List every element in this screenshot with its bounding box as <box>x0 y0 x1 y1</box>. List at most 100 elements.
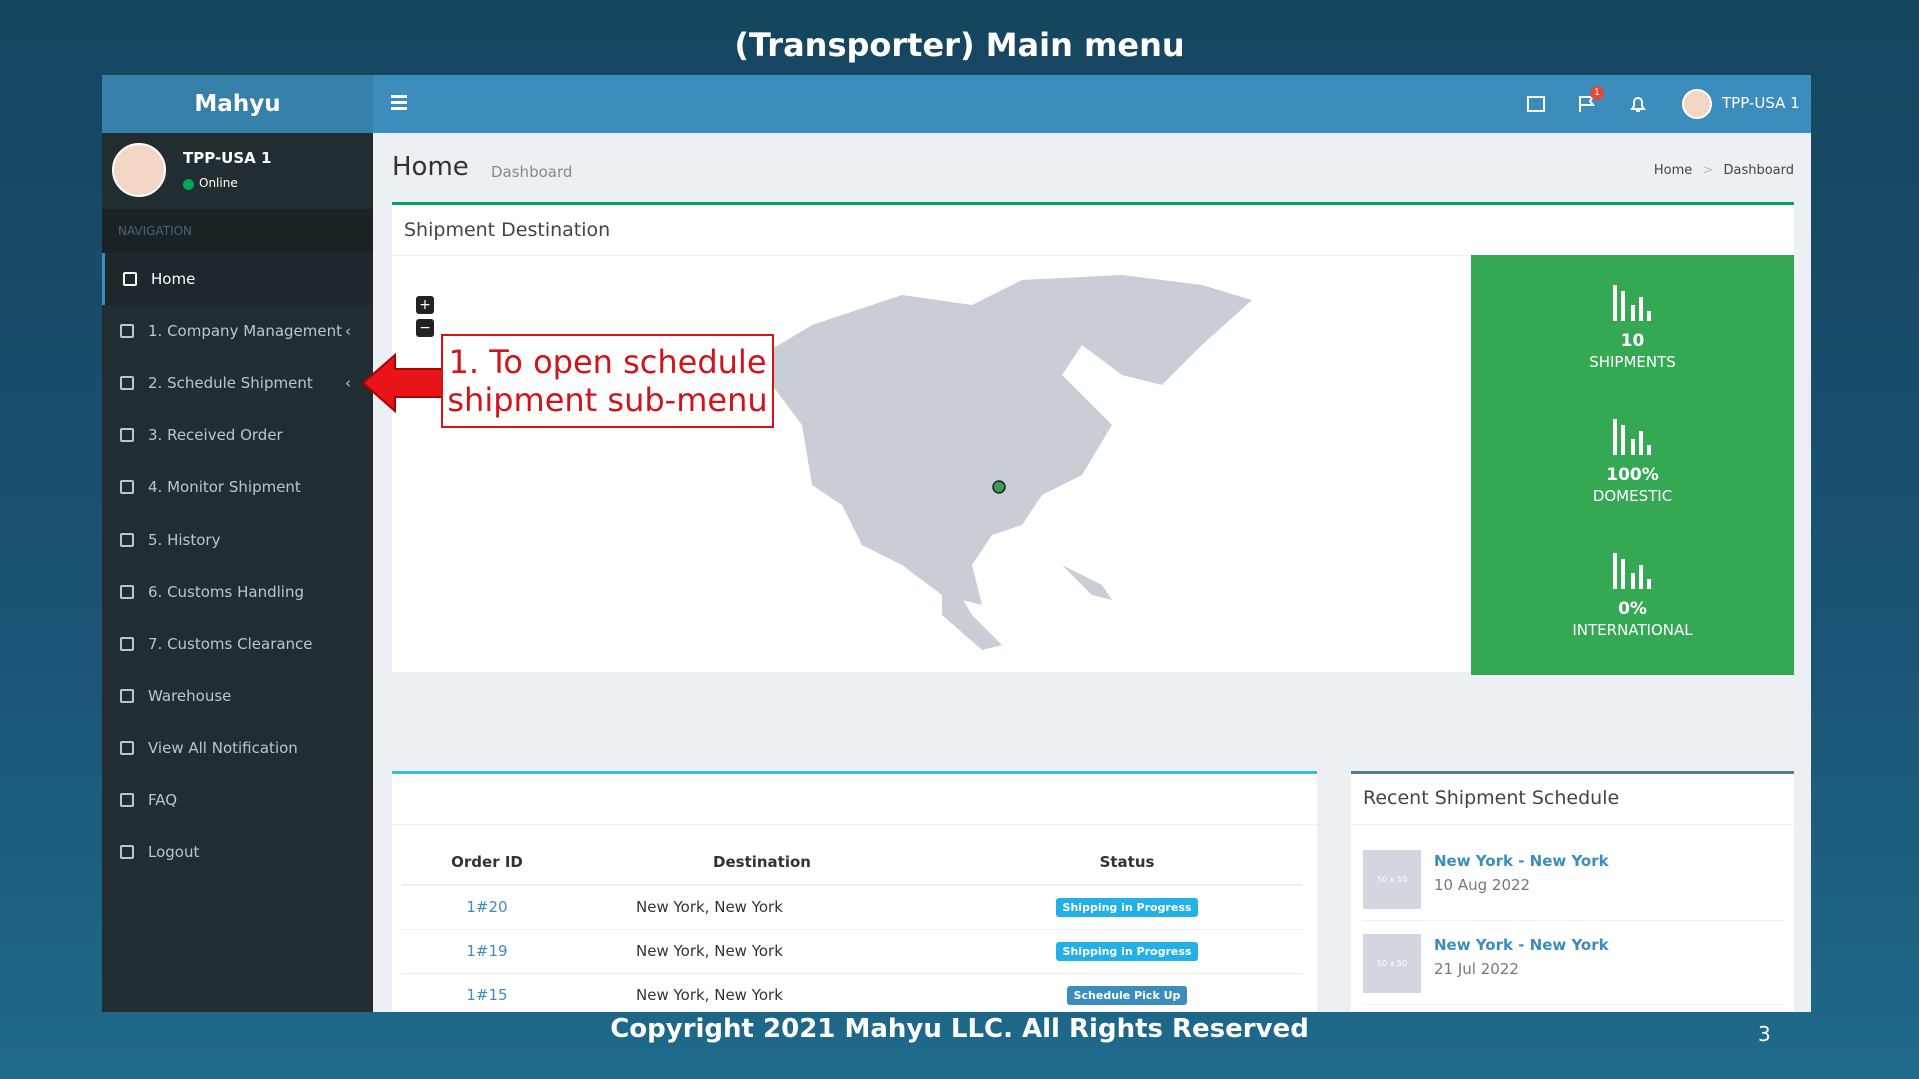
recent-item-title[interactable]: New York - New York <box>1434 936 1609 954</box>
breadcrumb: Home > Dashboard <box>1653 163 1794 178</box>
divider <box>1363 920 1783 921</box>
menu-label[interactable]: Home <box>151 270 196 288</box>
menu-label[interactable]: 7. Customs Clearance <box>148 634 313 653</box>
nav-label: NAVIGATION <box>102 209 373 253</box>
map-box: Shipment Destination + − 10 SHIPMENTS 100%… <box>392 202 1794 675</box>
menu-item[interactable]: 3. Received Order <box>102 409 373 461</box>
table-row: 1#20 New York, New York Shipping in Progre… <box>402 885 1302 929</box>
menu-item[interactable]: 6. Customs Handling <box>102 566 373 618</box>
menu-item[interactable]: Home <box>102 253 373 305</box>
recent-item-date: 10 Aug 2022 <box>1434 876 1531 894</box>
menu-item[interactable]: Warehouse <box>102 670 373 722</box>
user-avatar <box>112 143 166 197</box>
menu-label[interactable]: 1. Company Management <box>148 322 343 341</box>
app-window: Mahyu 1 TPP-USA 1 TPP-USA 1 Online NAVIG… <box>102 75 1811 1012</box>
divider <box>1363 1004 1783 1005</box>
language-icon[interactable] <box>1526 94 1546 114</box>
destination: New York, New York <box>636 986 783 1004</box>
menu-chevron: ‹ <box>345 374 351 393</box>
menu-label[interactable]: 5. History <box>148 530 221 549</box>
table-header: Order ID <box>451 853 523 871</box>
annotation: 1. To open schedule shipment sub-menu <box>441 334 774 428</box>
notification-count: 1 <box>1590 86 1604 100</box>
menu-label[interactable]: FAQ <box>148 791 178 809</box>
table-row: 1#19 New York, New York Shipping in Progre… <box>402 929 1302 973</box>
stats-panel: 10 SHIPMENTS 100% DOMESTIC 0% INTERNATIONAL <box>1471 255 1794 675</box>
recent-box: Recent Shipment Schedule 50 x 50 New York… <box>1351 771 1794 1012</box>
zoom-in[interactable]: + <box>416 296 434 314</box>
menu-icon <box>120 532 134 547</box>
destination: New York, New York <box>636 898 783 917</box>
zoom-out[interactable]: − <box>416 319 434 337</box>
status-cell: Shipping in Progress <box>952 885 1302 929</box>
menu-label[interactable]: Logout <box>148 843 200 862</box>
recent-item-date: 21 Jul 2022 <box>1434 960 1519 978</box>
brand[interactable]: Mahyu <box>102 75 373 133</box>
world-map <box>712 275 1252 650</box>
menu-item[interactable]: 5. History <box>102 514 373 566</box>
annotation-line: 1. To open schedule <box>448 343 767 381</box>
status-dot <box>183 179 194 190</box>
menu-label[interactable]: 3. Received Order <box>148 426 283 445</box>
menu-icon <box>120 480 134 495</box>
orders-box: Order ID Destination Status 1#20 New York, N… <box>392 771 1317 1012</box>
breadcrumb-item[interactable]: Home <box>1653 163 1693 178</box>
header-user[interactable]: TPP-USA 1 <box>1722 94 1800 112</box>
copyright: Copyright 2021 Mahyu LLC. All Rights Res… <box>610 1014 1309 1044</box>
order-id[interactable]: 1#19 <box>466 942 508 960</box>
menu-item[interactable]: View All Notification <box>102 722 373 774</box>
stat-label: INTERNATIONAL <box>1572 621 1693 639</box>
menu-icon <box>120 376 134 391</box>
menu-label[interactable]: 6. Customs Handling <box>148 582 304 601</box>
user-status: Online <box>199 176 238 190</box>
stat-value: 10 <box>1620 331 1645 351</box>
stat-value: 100% <box>1606 465 1659 485</box>
status-badge: Shipping in Progress <box>1055 942 1199 961</box>
bell-icon[interactable] <box>1628 94 1648 114</box>
order-id[interactable]: 1#15 <box>466 986 508 1004</box>
menu-icon <box>120 740 134 755</box>
stat-label: DOMESTIC <box>1592 487 1673 505</box>
header-avatar[interactable] <box>1682 89 1712 119</box>
stat-icon <box>1613 285 1651 321</box>
flag-icon[interactable] <box>1577 94 1597 114</box>
menu-label[interactable]: 2. Schedule Shipment <box>148 374 313 393</box>
menu-item[interactable]: 1. Company Management ‹ <box>102 305 373 357</box>
menu-item[interactable]: 7. Customs Clearance <box>102 618 373 670</box>
menu-item[interactable]: FAQ <box>102 774 373 826</box>
content: Home Dashboard Home > Dashboard Shipment… <box>373 133 1811 1012</box>
menu-item[interactable]: 2. Schedule Shipment ‹ <box>102 357 373 409</box>
hamburger[interactable] <box>391 95 407 110</box>
status-badge: Shipping in Progress <box>1055 898 1199 918</box>
status-badge: Schedule Pick Up <box>1066 986 1188 1005</box>
recent-title: Recent Shipment Schedule <box>1363 787 1620 809</box>
map-title: Shipment Destination <box>404 219 611 241</box>
breadcrumb-item: Dashboard <box>1723 163 1794 178</box>
table-header: Destination <box>713 853 811 871</box>
top-bar: 1 TPP-USA 1 <box>373 75 1811 133</box>
menu-icon <box>120 688 134 703</box>
status-cell: Shipping in Progress <box>952 929 1302 973</box>
menu-icon <box>120 584 134 599</box>
menu-icon <box>123 272 137 286</box>
annotation-line: shipment sub-menu <box>447 381 768 419</box>
page-number: 3 <box>1758 1022 1771 1046</box>
menu-label[interactable]: 4. Monitor Shipment <box>148 478 301 497</box>
menu-icon <box>120 793 134 807</box>
menu-label[interactable]: View All Notification <box>148 738 298 757</box>
page-subtitle: Dashboard <box>491 163 573 181</box>
orders-table: Order ID Destination Status 1#20 New York, N… <box>402 840 1302 1012</box>
status-cell: Schedule Pick Up <box>952 973 1302 1012</box>
sidebar: TPP-USA 1 Online NAVIGATION Home 1. Compa… <box>102 133 373 1012</box>
menu-icon <box>120 324 134 339</box>
shipment-marker[interactable] <box>992 480 1006 494</box>
user-name: TPP-USA 1 <box>183 149 272 167</box>
menu-label[interactable]: Warehouse <box>148 686 232 705</box>
menu-item[interactable]: Logout <box>102 826 373 878</box>
recent-item-title[interactable]: New York - New York <box>1434 852 1609 870</box>
order-id[interactable]: 1#20 <box>466 898 508 917</box>
page-title: Home <box>392 152 469 182</box>
menu-icon <box>120 636 134 651</box>
menu-item[interactable]: 4. Monitor Shipment <box>102 461 373 513</box>
